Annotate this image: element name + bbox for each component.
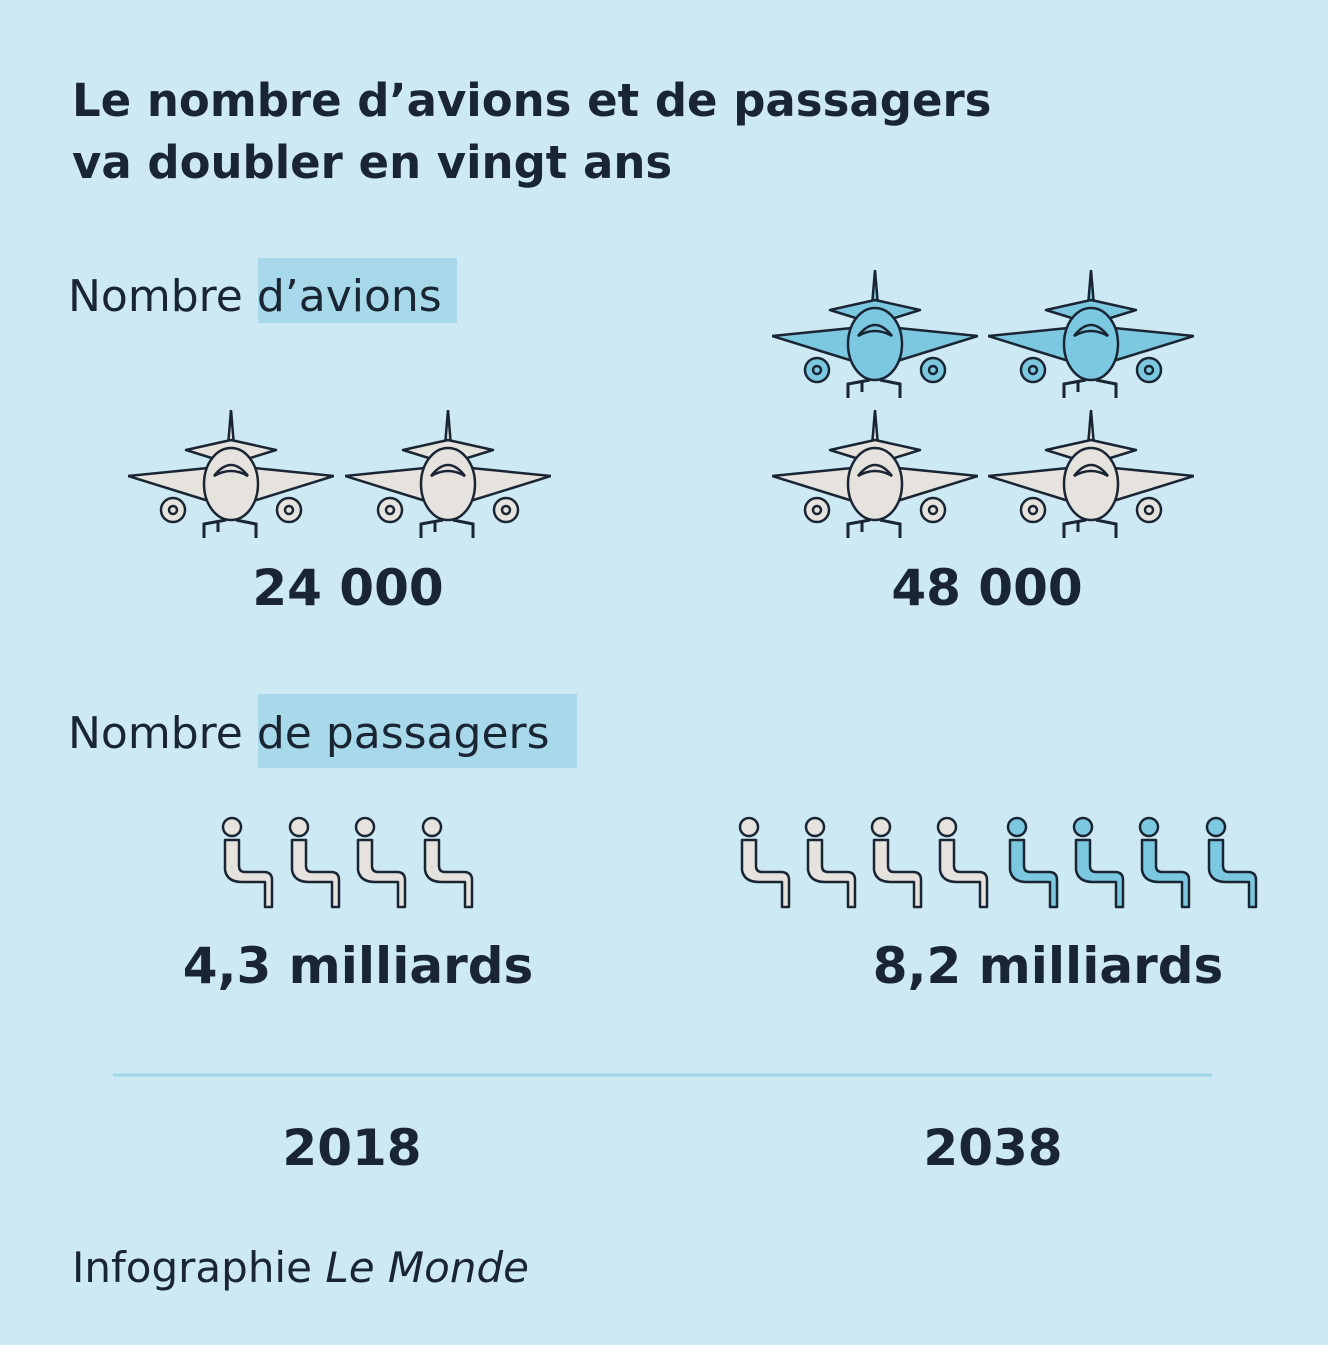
year: 2038	[923, 1119, 1062, 1177]
highlight	[258, 694, 577, 768]
credit-text: Infographie	[72, 1243, 312, 1292]
value: 4,3 milliards	[183, 937, 534, 995]
label-highlight: de passagers	[257, 708, 550, 759]
credit: Infographie Le Monde	[72, 1243, 529, 1292]
credit-source: Le Monde	[325, 1243, 529, 1292]
section-label: Nombre de passagers	[68, 708, 550, 759]
label-text: Nombre	[68, 271, 243, 322]
title-line: Le nombre d’avions et de passagers	[72, 74, 991, 127]
title-line: va doubler en vingt ans	[72, 136, 672, 189]
year: 2018	[282, 1119, 421, 1177]
value: 8,2 milliards	[873, 937, 1224, 995]
label-highlight: d’avions	[257, 271, 442, 322]
section-label: Nombre d’avions	[68, 271, 442, 322]
value: 24 000	[252, 559, 443, 617]
value: 48 000	[891, 559, 1082, 617]
label-text: Nombre	[68, 708, 243, 759]
highlight	[258, 258, 457, 323]
